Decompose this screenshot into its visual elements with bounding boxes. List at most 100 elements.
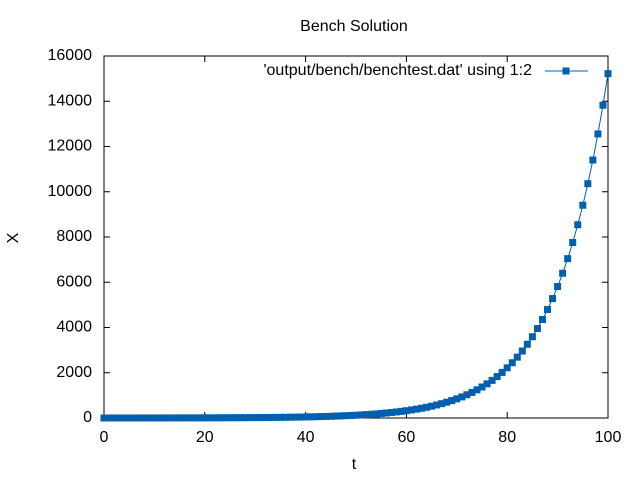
x-tick-label: 100 [595, 429, 622, 446]
y-tick-label: 10000 [48, 183, 93, 200]
data-point [498, 368, 506, 376]
data-point [433, 401, 441, 409]
x-tick-label: 40 [297, 429, 315, 446]
data-point [473, 386, 481, 394]
data-point [276, 413, 284, 421]
data-point [241, 414, 249, 422]
data-point [488, 376, 496, 384]
data-point [528, 333, 536, 341]
y-tick-label: 16000 [48, 47, 93, 64]
data-point [130, 414, 138, 422]
data-point [226, 414, 234, 422]
data-point [171, 414, 179, 422]
data-point [418, 404, 426, 412]
x-tick-label: 80 [498, 429, 516, 446]
data-point [367, 410, 375, 418]
data-point [261, 414, 269, 422]
data-point [110, 414, 118, 422]
x-tick-label: 60 [398, 429, 416, 446]
data-point [377, 409, 385, 417]
data-point [483, 380, 491, 388]
data-point [463, 391, 471, 399]
data-point [589, 156, 597, 164]
data-point [251, 414, 259, 422]
y-tick-label: 4000 [56, 319, 92, 336]
data-point [508, 359, 516, 367]
y-tick-label: 12000 [48, 138, 93, 155]
data-point [554, 283, 562, 291]
data-point [271, 413, 279, 421]
data-point [140, 414, 148, 422]
data-point [337, 412, 345, 420]
data-point [236, 414, 244, 422]
data-point [503, 364, 511, 372]
data-point [594, 130, 602, 138]
data-point [372, 410, 380, 418]
data-point [407, 406, 415, 414]
data-point [559, 269, 567, 277]
data-point [412, 405, 420, 413]
data-point [523, 340, 531, 348]
data-point [538, 316, 546, 324]
data-point [513, 353, 521, 361]
data-point [327, 412, 335, 420]
data-point [186, 414, 194, 422]
data-point [342, 412, 350, 420]
data-point [145, 414, 153, 422]
data-point [599, 101, 607, 109]
data-point [357, 411, 365, 419]
data-point [397, 407, 405, 415]
data-point [160, 414, 168, 422]
data-point [100, 414, 108, 422]
data-point [604, 70, 612, 78]
data-point [332, 412, 340, 420]
data-point [322, 412, 330, 420]
data-point [286, 413, 294, 421]
data-point [387, 409, 395, 417]
data-point [584, 180, 592, 188]
y-tick-label: 14000 [48, 92, 93, 109]
y-tick-label: 6000 [56, 273, 92, 290]
data-point [302, 413, 310, 421]
data-point [216, 414, 224, 422]
y-tick-label: 8000 [56, 228, 92, 245]
data-point [150, 414, 158, 422]
data-point [307, 413, 315, 421]
chart-title: Bench Solution [300, 18, 408, 35]
legend-marker [562, 67, 570, 75]
data-point [297, 413, 305, 421]
data-point [443, 398, 451, 406]
data-point [569, 239, 577, 247]
y-axis-label: X [5, 232, 22, 243]
x-tick-label: 20 [196, 429, 214, 446]
data-point [423, 403, 431, 411]
data-point [246, 414, 254, 422]
data-point [281, 413, 289, 421]
data-point [382, 409, 390, 417]
data-point [176, 414, 184, 422]
data-point [428, 402, 436, 410]
data-point [125, 414, 133, 422]
data-point [221, 414, 229, 422]
data-point [347, 411, 355, 419]
data-point [256, 414, 264, 422]
data-point [352, 411, 360, 419]
data-point [206, 414, 214, 422]
data-point [211, 414, 219, 422]
data-point [544, 306, 552, 314]
data-point [201, 414, 209, 422]
data-point [549, 295, 557, 303]
data-point [458, 393, 466, 401]
data-point [292, 413, 300, 421]
data-point [155, 414, 163, 422]
legend-label: 'output/bench/benchtest.dat' using 1:2 [263, 62, 532, 79]
data-point [181, 414, 189, 422]
x-tick-label: 0 [100, 429, 109, 446]
data-point [120, 414, 128, 422]
data-point [478, 383, 486, 391]
y-tick-label: 0 [83, 409, 92, 426]
data-point [231, 414, 239, 422]
data-point [166, 414, 174, 422]
